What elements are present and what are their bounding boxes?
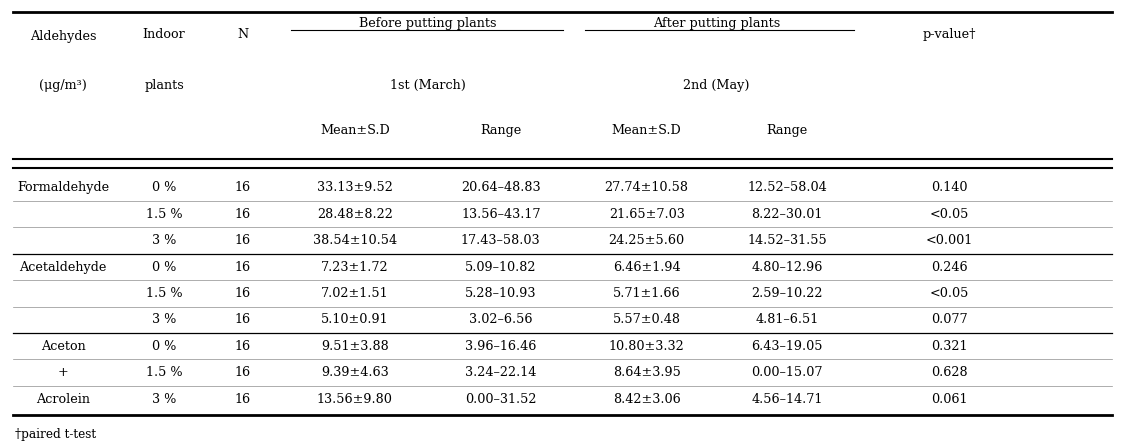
Text: 3.02–6.56: 3.02–6.56 (469, 313, 532, 326)
Text: After putting plants: After putting plants (652, 17, 780, 30)
Text: 7.23±1.72: 7.23±1.72 (321, 261, 389, 274)
Text: 14.52–31.55: 14.52–31.55 (747, 234, 827, 247)
Text: p-value†: p-value† (922, 28, 976, 41)
Text: 2nd (May): 2nd (May) (683, 79, 749, 92)
Text: 6.46±1.94: 6.46±1.94 (613, 261, 681, 274)
Text: 12.52–58.04: 12.52–58.04 (747, 181, 827, 194)
Text: 16: 16 (235, 392, 251, 405)
Text: <0.05: <0.05 (930, 208, 970, 221)
Text: 0 %: 0 % (152, 261, 177, 274)
Text: 7.02±1.51: 7.02±1.51 (321, 287, 389, 300)
Text: Aldehydes: Aldehydes (30, 30, 97, 43)
Text: 9.39±4.63: 9.39±4.63 (321, 366, 389, 379)
Text: 3.96–16.46: 3.96–16.46 (465, 340, 537, 353)
Text: 38.54±10.54: 38.54±10.54 (313, 234, 397, 247)
Text: †paired t-test: †paired t-test (15, 428, 96, 441)
Text: 0.00–15.07: 0.00–15.07 (752, 366, 822, 379)
Text: 13.56–43.17: 13.56–43.17 (461, 208, 540, 221)
Text: Acetaldehyde: Acetaldehyde (19, 261, 107, 274)
Text: 0.628: 0.628 (932, 366, 968, 379)
Text: 16: 16 (235, 181, 251, 194)
Text: Mean±S.D: Mean±S.D (612, 124, 682, 137)
Text: 1st (March): 1st (March) (390, 79, 466, 92)
Text: 3 %: 3 % (152, 392, 177, 405)
Text: 4.56–14.71: 4.56–14.71 (752, 392, 822, 405)
Text: 1.5 %: 1.5 % (146, 366, 182, 379)
Text: 2.59–10.22: 2.59–10.22 (752, 287, 822, 300)
Text: 33.13±9.52: 33.13±9.52 (317, 181, 393, 194)
Text: 16: 16 (235, 366, 251, 379)
Text: 0.246: 0.246 (932, 261, 968, 274)
Text: 4.81–6.51: 4.81–6.51 (755, 313, 819, 326)
Text: 5.28–10.93: 5.28–10.93 (465, 287, 537, 300)
Text: 0.061: 0.061 (932, 392, 968, 405)
Text: 5.10±0.91: 5.10±0.91 (321, 313, 389, 326)
Text: 10.80±3.32: 10.80±3.32 (609, 340, 684, 353)
Text: 6.43–19.05: 6.43–19.05 (752, 340, 822, 353)
Text: Indoor: Indoor (143, 28, 186, 41)
Text: 9.51±3.88: 9.51±3.88 (321, 340, 389, 353)
Text: 27.74±10.58: 27.74±10.58 (604, 181, 688, 194)
Text: +: + (57, 366, 69, 379)
Text: Aceton: Aceton (40, 340, 86, 353)
Text: 13.56±9.80: 13.56±9.80 (317, 392, 393, 405)
Text: 20.64–48.83: 20.64–48.83 (461, 181, 541, 194)
Text: 16: 16 (235, 234, 251, 247)
Text: 21.65±7.03: 21.65±7.03 (609, 208, 685, 221)
Text: 16: 16 (235, 208, 251, 221)
Text: Before putting plants: Before putting plants (359, 17, 496, 30)
Text: 0.077: 0.077 (932, 313, 968, 326)
Text: Acrolein: Acrolein (36, 392, 90, 405)
Text: 0 %: 0 % (152, 181, 177, 194)
Text: (μg/m³): (μg/m³) (39, 79, 87, 92)
Text: 5.57±0.48: 5.57±0.48 (613, 313, 681, 326)
Text: 3.24–22.14: 3.24–22.14 (465, 366, 537, 379)
Text: <0.05: <0.05 (930, 287, 970, 300)
Text: 17.43–58.03: 17.43–58.03 (461, 234, 541, 247)
Text: 8.22–30.01: 8.22–30.01 (752, 208, 822, 221)
Text: 0.140: 0.140 (932, 181, 968, 194)
Text: Mean±S.D: Mean±S.D (319, 124, 389, 137)
Text: 24.25±5.60: 24.25±5.60 (609, 234, 685, 247)
Text: 5.09–10.82: 5.09–10.82 (465, 261, 537, 274)
Text: plants: plants (144, 79, 184, 92)
Text: Range: Range (480, 124, 521, 137)
Text: 0.321: 0.321 (932, 340, 968, 353)
Text: 0 %: 0 % (152, 340, 177, 353)
Text: <0.001: <0.001 (926, 234, 973, 247)
Text: 8.42±3.06: 8.42±3.06 (613, 392, 681, 405)
Text: 16: 16 (235, 313, 251, 326)
Text: 5.71±1.66: 5.71±1.66 (613, 287, 681, 300)
Text: 28.48±8.22: 28.48±8.22 (317, 208, 393, 221)
Text: 16: 16 (235, 261, 251, 274)
Text: Formaldehyde: Formaldehyde (17, 181, 109, 194)
Text: 3 %: 3 % (152, 313, 177, 326)
Text: 16: 16 (235, 287, 251, 300)
Text: N: N (237, 28, 249, 41)
Text: 4.80–12.96: 4.80–12.96 (752, 261, 822, 274)
Text: 1.5 %: 1.5 % (146, 208, 182, 221)
Text: 0.00–31.52: 0.00–31.52 (465, 392, 537, 405)
Text: 3 %: 3 % (152, 234, 177, 247)
Text: 1.5 %: 1.5 % (146, 287, 182, 300)
Text: 16: 16 (235, 340, 251, 353)
Text: Range: Range (766, 124, 808, 137)
Text: 8.64±3.95: 8.64±3.95 (613, 366, 681, 379)
